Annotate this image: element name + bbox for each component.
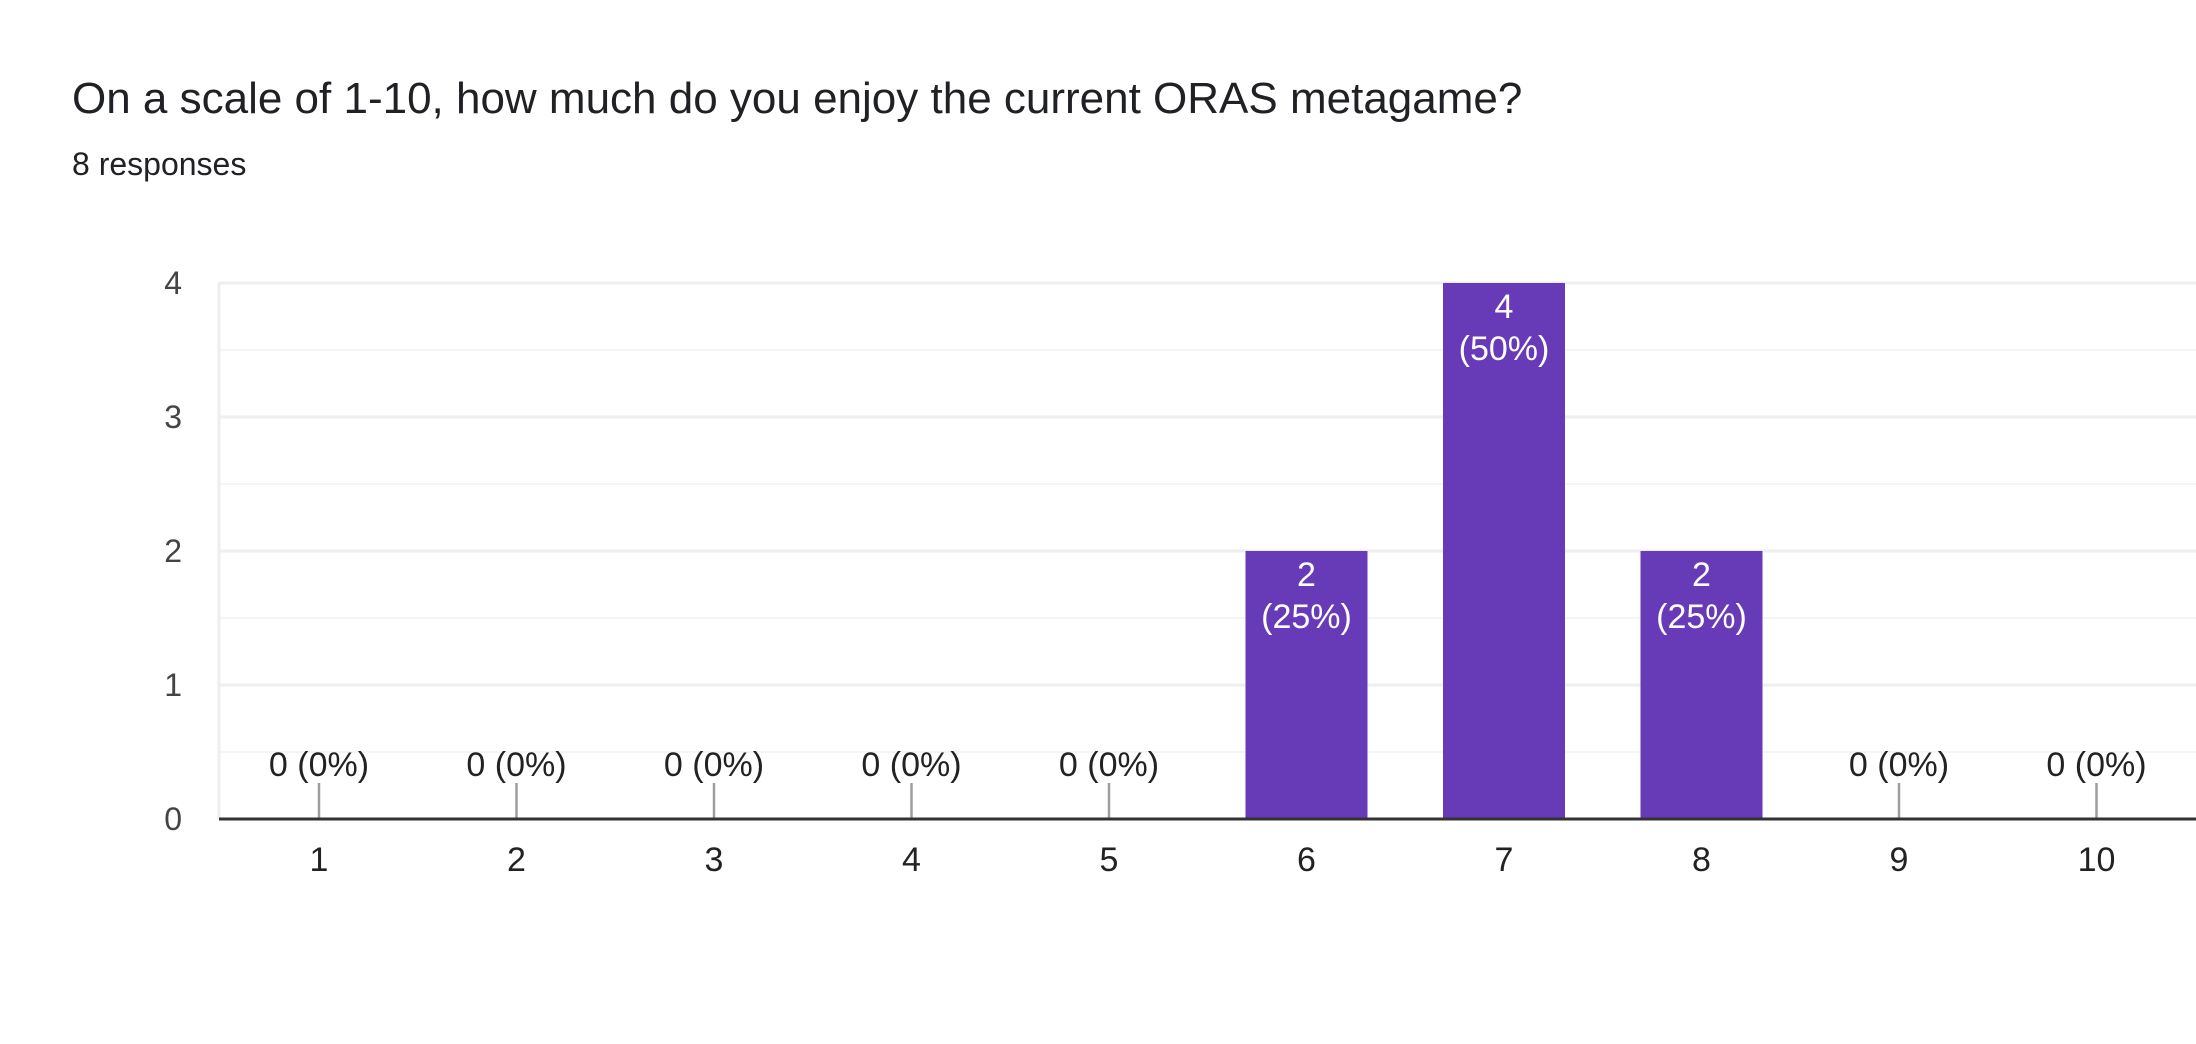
- x-tick-label: 5: [1100, 841, 1119, 879]
- bar-data-label: 2: [1692, 556, 1711, 594]
- y-tick-label: 4: [164, 265, 182, 301]
- bar-data-label: (25%): [1656, 598, 1747, 636]
- x-tick-label: 7: [1495, 841, 1514, 879]
- bar-data-label: 0 (0%): [664, 746, 764, 784]
- x-tick-label: 9: [1890, 841, 1909, 879]
- y-tick-label: 2: [164, 533, 182, 569]
- bar: [1640, 551, 1763, 819]
- y-tick-label: 1: [164, 667, 182, 703]
- x-tick-label: 8: [1692, 841, 1711, 879]
- y-tick-label: 0: [164, 801, 182, 837]
- bar-data-label: 0 (0%): [1849, 746, 1949, 784]
- bar-data-label: 2: [1297, 556, 1316, 594]
- x-tick-label: 3: [705, 841, 724, 879]
- x-tick-label: 2: [507, 841, 526, 879]
- bar-data-label: 0 (0%): [269, 746, 369, 784]
- bar-data-label: 0 (0%): [1059, 746, 1159, 784]
- bar: [1245, 551, 1368, 819]
- y-tick-label: 3: [164, 399, 182, 435]
- x-tick-label: 6: [1297, 841, 1316, 879]
- x-tick-label: 1: [310, 841, 329, 879]
- x-tick-label: 4: [902, 841, 921, 879]
- response-count: 8 responses: [72, 146, 247, 182]
- bar-data-label: 0 (0%): [466, 746, 566, 784]
- bar-data-label: (50%): [1459, 330, 1550, 368]
- question-title: On a scale of 1-10, how much do you enjo…: [72, 74, 1523, 123]
- bar-data-label: 4: [1495, 288, 1514, 326]
- x-tick-label: 10: [2078, 841, 2116, 879]
- bar: [1443, 283, 1565, 819]
- bar-data-label: 0 (0%): [2046, 746, 2146, 784]
- bar-data-label: (25%): [1261, 598, 1352, 636]
- bar-data-label: 0 (0%): [861, 746, 961, 784]
